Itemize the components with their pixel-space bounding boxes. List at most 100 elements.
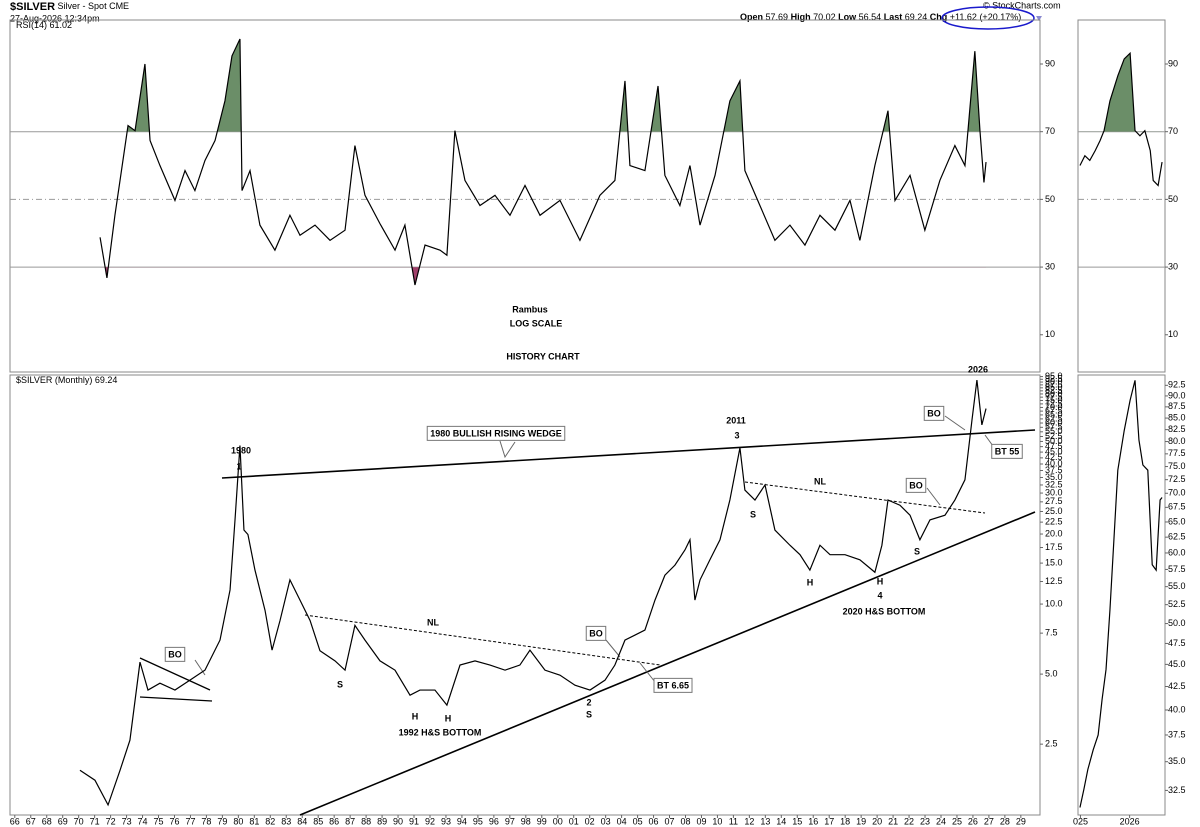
y-tick-label: 47.5 xyxy=(1168,638,1186,648)
y-tick-label: 77.5 xyxy=(1045,392,1063,402)
callout-pointer xyxy=(639,662,656,683)
annotation: BT 55 xyxy=(995,446,1020,456)
y-tick-label: 77.5 xyxy=(1168,448,1186,458)
y-tick-label: 45.0 xyxy=(1168,659,1186,669)
y-tick-label: 37.5 xyxy=(1168,729,1186,739)
annotation: H xyxy=(412,711,419,721)
price-line xyxy=(99,38,987,286)
annotation: H xyxy=(445,713,452,723)
y-tick-label: 42.5 xyxy=(1045,452,1063,462)
y-tick-label: 60.0 xyxy=(1045,417,1063,427)
x-tick-label: 80 xyxy=(233,816,243,826)
x-tick-label: 67 xyxy=(26,816,36,826)
triangle-lower xyxy=(139,696,213,702)
x-tick-label: 98 xyxy=(521,816,531,826)
quote-label: Low xyxy=(838,12,857,22)
y-tick-label: 10.0 xyxy=(1045,598,1063,608)
y-tick-label: 70.0 xyxy=(1168,488,1186,498)
x-tick-label: 84 xyxy=(297,816,307,826)
annotation: BO xyxy=(589,628,603,638)
annotation: LOG SCALE xyxy=(510,318,563,328)
quote-value: 57.69 xyxy=(766,12,789,22)
annotation: 3 xyxy=(734,430,739,440)
wedge-upper-line xyxy=(221,429,1036,479)
y-tick-label: 52.5 xyxy=(1045,431,1063,441)
x-tick-label: 28 xyxy=(1000,816,1010,826)
x-tick-label: 16 xyxy=(808,816,818,826)
x-tick-label: 20 xyxy=(872,816,882,826)
y-tick-label: 95.0 xyxy=(1045,371,1063,381)
quote-label: High xyxy=(791,12,811,22)
annotation: NL xyxy=(814,476,826,486)
annotation: S xyxy=(337,679,343,689)
overbought-fill xyxy=(1079,53,1163,132)
y-tick-label: 40.0 xyxy=(1045,458,1063,468)
legend-value: 69.24 xyxy=(95,375,118,385)
y-tick-label: 50 xyxy=(1168,194,1178,204)
x-tick-label: 02 xyxy=(585,816,595,826)
y-tick-label: 27.5 xyxy=(1045,496,1063,506)
y-tick-label: 30 xyxy=(1045,261,1055,271)
annotation: Rambus xyxy=(512,304,548,314)
x-tick-label: 89 xyxy=(377,816,387,826)
y-tick-label: 32.5 xyxy=(1045,479,1063,489)
x-tick-label: 18 xyxy=(840,816,850,826)
x-tick-label: 97 xyxy=(505,816,515,826)
annotation: 1980 xyxy=(231,445,251,455)
x-tick-label: 79 xyxy=(217,816,227,826)
x-tick-label: 13 xyxy=(760,816,770,826)
y-tick-label: 62.5 xyxy=(1168,532,1186,542)
annotation: 2011 xyxy=(726,415,746,425)
price-panel xyxy=(9,374,1041,816)
x-tick-label: 77 xyxy=(185,816,195,826)
legend-value: 61.02 xyxy=(50,20,73,30)
x-tick-label: 85 xyxy=(313,816,323,826)
y-tick-label: 2.5 xyxy=(1045,739,1058,749)
x-tick-label: 15 xyxy=(792,816,802,826)
y-tick-label: 65.0 xyxy=(1045,409,1063,419)
x-tick-label: 82 xyxy=(265,816,275,826)
annotation-box xyxy=(991,443,1023,459)
y-tick-label: 25.0 xyxy=(1045,506,1063,516)
x-tick-label: 08 xyxy=(680,816,690,826)
x-tick-label: 83 xyxy=(281,816,291,826)
symbol: $SILVER xyxy=(10,1,55,13)
y-tick-label: 72.5 xyxy=(1168,474,1186,484)
quote-value: 70.02 xyxy=(813,12,836,22)
x-tick-label: 07 xyxy=(665,816,675,826)
y-tick-label: 60.0 xyxy=(1168,547,1186,557)
annotation: H xyxy=(877,576,884,586)
callout-pointer xyxy=(194,659,206,676)
annotation-box xyxy=(426,425,566,441)
y-tick-label: 20.0 xyxy=(1045,528,1063,538)
x-tick-label: 95 xyxy=(473,816,483,826)
x-tick-label: 66 xyxy=(10,816,20,826)
y-tick-label: 50 xyxy=(1045,194,1055,204)
quote-value: +11.62 xyxy=(950,12,977,22)
x-tick-label: 92 xyxy=(425,816,435,826)
annotation: NL xyxy=(427,617,439,627)
symbol-line: $SILVER Silver - Spot CME xyxy=(10,1,129,13)
y-tick-label: 70 xyxy=(1045,126,1055,136)
x-tick-label: 04 xyxy=(617,816,627,826)
neckline-2020 xyxy=(744,481,986,514)
y-tick-label: 37.5 xyxy=(1045,465,1063,475)
y-tick-label: 15.0 xyxy=(1045,557,1063,567)
y-tick-label: 50.0 xyxy=(1168,618,1186,628)
rsi-zoom-panel xyxy=(1077,19,1166,373)
y-tick-label: 92.5 xyxy=(1168,380,1186,390)
x-tick-label: 17 xyxy=(824,816,834,826)
y-tick-label: 57.5 xyxy=(1168,564,1186,574)
y-tick-label: 10 xyxy=(1045,329,1055,339)
callout-pointer xyxy=(605,639,621,658)
x-tick-label: 25 xyxy=(952,816,962,826)
annotation: 1980 BULLISH RISING WEDGE xyxy=(430,428,562,438)
y-tick-label: 57.5 xyxy=(1045,422,1063,432)
annotation-box xyxy=(905,477,927,493)
x-tick-label: 29 xyxy=(1016,816,1026,826)
y-tick-label: 85.0 xyxy=(1045,382,1063,392)
rsi-panel xyxy=(9,19,1041,373)
y-tick-label: 62.5 xyxy=(1045,413,1063,423)
x-tick-label: 06 xyxy=(649,816,659,826)
x-tick-label: 11 xyxy=(729,816,738,826)
